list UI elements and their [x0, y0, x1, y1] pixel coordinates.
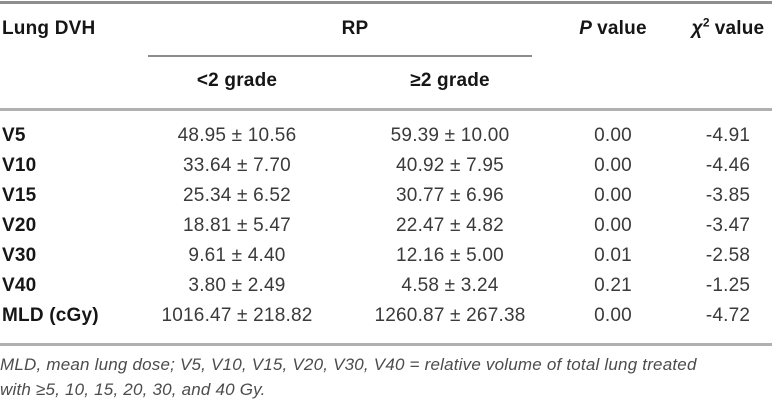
- table-row: V5 48.95 ± 10.56 59.39 ± 10.00 0.00 -4.9…: [0, 121, 772, 151]
- row-label: V40: [2, 275, 37, 296]
- cell-chi-value: -3.85: [705, 185, 751, 206]
- subheader-lt2-grade: <2 grade: [196, 70, 278, 91]
- cell-ge2-grade: 4.58 ± 3.24: [401, 275, 499, 296]
- table-row: V15 25.34 ± 6.52 30.77 ± 6.96 0.00 -3.85: [0, 181, 772, 211]
- top-rule: [0, 1, 772, 4]
- cell-chi-value: -4.72: [705, 305, 751, 326]
- cell-ge2-grade: 22.47 ± 4.82: [396, 215, 504, 236]
- table-row: V30 9.61 ± 4.40 12.16 ± 5.00 0.01 -2.58: [0, 241, 772, 271]
- cell-ge2-grade: 59.39 ± 10.00: [390, 125, 510, 146]
- cell-ge2-grade: 30.77 ± 6.96: [396, 185, 504, 206]
- footnote-line-1: MLD, mean lung dose; V5, V10, V15, V20, …: [0, 355, 697, 374]
- cell-lt2-grade: 3.80 ± 2.49: [188, 275, 286, 296]
- table-row: V20 18.81 ± 5.47 22.47 ± 4.82 0.00 -3.47: [0, 211, 772, 241]
- row-label: V20: [2, 215, 37, 236]
- cell-lt2-grade: 9.61 ± 4.40: [188, 245, 286, 266]
- row-label: V5: [2, 125, 26, 146]
- mid-rule: [0, 108, 772, 111]
- p-value-word: value: [597, 18, 647, 39]
- cell-chi-value: -4.91: [705, 125, 751, 146]
- row-label: MLD (cGy): [2, 305, 99, 326]
- cell-chi-value: -1.25: [705, 275, 751, 296]
- footnote-line-2: with ≥5, 10, 15, 20, 30, and 40 Gy.: [0, 380, 266, 399]
- chi-superscript: 2: [702, 15, 710, 30]
- cell-p-value: 0.01: [594, 245, 632, 266]
- header-rp-group: RP: [341, 18, 369, 39]
- cell-ge2-grade: 12.16 ± 5.00: [396, 245, 504, 266]
- cell-chi-value: -4.46: [705, 155, 751, 176]
- cell-lt2-grade: 33.64 ± 7.70: [183, 155, 291, 176]
- p-symbol: P: [579, 18, 593, 39]
- row-label: V10: [2, 155, 37, 176]
- table-row: MLD (cGy) 1016.47 ± 218.82 1260.87 ± 267…: [0, 301, 772, 331]
- row-label: V15: [2, 185, 37, 206]
- rp-group-underline: [148, 55, 532, 57]
- cell-ge2-grade: 40.92 ± 7.95: [396, 155, 504, 176]
- row-label: V30: [2, 245, 37, 266]
- subheader-ge2-grade: ≥2 grade: [410, 70, 490, 91]
- cell-p-value: 0.00: [594, 125, 632, 146]
- chi-value-word: value: [714, 18, 765, 39]
- chi-symbol: χ: [691, 18, 703, 39]
- cell-lt2-grade: 25.34 ± 6.52: [183, 185, 291, 206]
- header-chi-value: χ2 value: [658, 15, 772, 40]
- cell-chi-value: -2.58: [705, 245, 751, 266]
- table-header-row-2: <2 grade ≥2 grade: [0, 56, 772, 106]
- cell-p-value: 0.00: [594, 215, 632, 236]
- table-body: V5 48.95 ± 10.56 59.39 ± 10.00 0.00 -4.9…: [0, 111, 772, 331]
- cell-lt2-grade: 48.95 ± 10.56: [177, 125, 297, 146]
- table-row: V10 33.64 ± 7.70 40.92 ± 7.95 0.00 -4.46: [0, 151, 772, 181]
- table-row: V40 3.80 ± 2.49 4.58 ± 3.24 0.21 -1.25: [0, 271, 772, 301]
- cell-ge2-grade: 1260.87 ± 267.38: [374, 305, 526, 326]
- cell-p-value: 0.00: [594, 155, 632, 176]
- cell-p-value: 0.00: [594, 305, 632, 326]
- cell-lt2-grade: 1016.47 ± 218.82: [161, 305, 313, 326]
- table-footnote: MLD, mean lung dose; V5, V10, V15, V20, …: [0, 352, 772, 402]
- header-lung-dvh: Lung DVH: [2, 18, 96, 39]
- cell-p-value: 0.21: [594, 275, 632, 296]
- cell-p-value: 0.00: [594, 185, 632, 206]
- bottom-rule: [0, 343, 772, 346]
- cell-lt2-grade: 18.81 ± 5.47: [183, 215, 291, 236]
- cell-chi-value: -3.47: [705, 215, 751, 236]
